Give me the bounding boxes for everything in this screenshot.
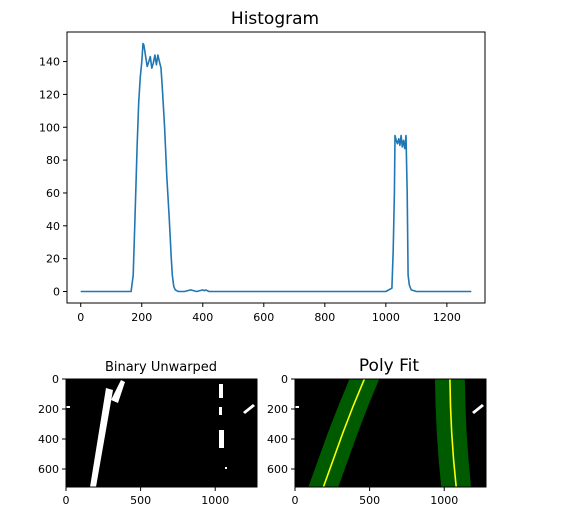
histogram-x-tick-label: 1000: [372, 311, 400, 324]
binary-x-tick-label: 0: [63, 494, 70, 507]
poly-fit-panel: Poly Fit 0 200 400 600 0 500 1000: [267, 356, 487, 507]
poly-fit-y-tick-label: 200: [267, 403, 288, 416]
histogram-x-axis: 0 200 400 600 800 1000 1200: [77, 303, 461, 324]
histogram-y-tick-label: 80: [46, 154, 60, 167]
binary-right-lane-pixels: [225, 467, 227, 469]
binary-y-tick-label: 0: [52, 373, 59, 386]
poly-fit-plot-frame: [294, 378, 487, 488]
poly-fit-noise-pixels: [295, 404, 484, 414]
binary-left-lane-pixels: [90, 388, 113, 487]
poly-fit-x-tick-label: 500: [359, 494, 380, 507]
poly-fit-y-tick-label: 400: [267, 433, 288, 446]
binary-x-axis: 0 500 1000: [63, 487, 229, 507]
histogram-x-tick-label: 400: [192, 311, 213, 324]
binary-right-lane-pixels: [219, 407, 222, 415]
poly-fit-y-tick-label: 600: [267, 463, 288, 476]
histogram-y-tick-label: 40: [46, 220, 60, 233]
poly-noise-pixels: [472, 404, 484, 414]
histogram-y-tick-label: 0: [53, 286, 60, 299]
binary-x-tick-label: 1000: [201, 494, 229, 507]
poly-fit-overlay: [308, 378, 472, 488]
poly-fit-x-axis: 0 500 1000: [292, 487, 458, 507]
binary-unwarped-title: Binary Unwarped: [105, 360, 217, 375]
binary-noise-pixels: [243, 404, 255, 414]
poly-fit-x-tick-label: 1000: [430, 494, 458, 507]
binary-y-tick-label: 200: [38, 403, 59, 416]
histogram-x-tick-label: 800: [314, 311, 335, 324]
binary-y-axis: 0 200 400 600: [38, 373, 66, 476]
poly-fit-right-lane-band: [435, 379, 472, 487]
histogram-title: Histogram: [231, 9, 319, 29]
poly-fit-y-axis: 0 200 400 600: [267, 373, 295, 476]
binary-y-tick-label: 400: [38, 433, 59, 446]
poly-fit-y-tick-label: 0: [281, 373, 288, 386]
binary-lane-pixels: [66, 380, 255, 487]
histogram-panel: Histogram 0 20 40 60 80 100 120 140 0 200 400 600 8…: [39, 9, 486, 324]
poly-fit-x-tick-label: 0: [292, 494, 299, 507]
binary-y-tick-label: 600: [38, 463, 59, 476]
histogram-plot-frame: [66, 31, 486, 304]
binary-right-lane-pixels: [219, 384, 223, 398]
histogram-y-tick-label: 20: [46, 253, 60, 266]
binary-left-lane-pixels: [111, 380, 125, 403]
poly-fit-left-fit-line: [322, 378, 366, 488]
poly-fit-title: Poly Fit: [359, 356, 419, 376]
binary-right-lane-pixels: [219, 430, 224, 448]
poly-fit-left-lane-band: [308, 379, 380, 487]
binary-noise-pixels: [66, 406, 70, 408]
histogram-y-axis: 0 20 40 60 80 100 120 140: [39, 56, 67, 299]
histogram-x-tick-label: 600: [253, 311, 274, 324]
histogram-y-tick-label: 60: [46, 187, 60, 200]
binary-unwarped-panel: Binary Unwarped 0 200 400 600 0 500 1000: [38, 360, 258, 507]
histogram-x-tick-label: 0: [77, 311, 84, 324]
binary-plot-frame: [65, 378, 258, 488]
poly-fit-right-fit-line: [449, 378, 457, 488]
histogram-y-tick-label: 120: [39, 88, 60, 101]
binary-x-tick-label: 500: [130, 494, 151, 507]
histogram-y-tick-label: 140: [39, 56, 60, 69]
histogram-x-tick-label: 1200: [433, 311, 461, 324]
poly-noise-pixels: [295, 406, 299, 408]
histogram-x-tick-label: 200: [131, 311, 152, 324]
histogram-series-line: [80, 42, 472, 293]
histogram-y-tick-label: 100: [39, 121, 60, 134]
